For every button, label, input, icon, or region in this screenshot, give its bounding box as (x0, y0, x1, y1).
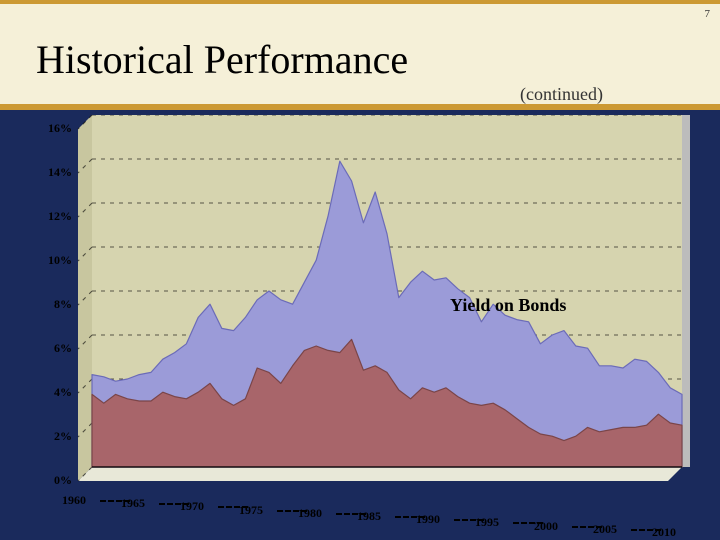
x-axis-tick-label: 2005 (593, 522, 617, 537)
y-axis-tick-label: 8% (42, 297, 72, 312)
x-axis-tick-label: 1990 (416, 512, 440, 527)
x-axis-tick-label: 2000 (534, 519, 558, 534)
x-axis-tick-label: 1985 (357, 509, 381, 524)
y-axis-tick-label: 2% (42, 429, 72, 444)
slide-header: 7 Historical Performance (continued) (0, 0, 720, 110)
page-title: Historical Performance (36, 36, 408, 83)
page-subtitle: (continued) (520, 84, 603, 105)
x-axis-tick-label: 1975 (239, 503, 263, 518)
y-axis-tick-label: 10% (42, 253, 72, 268)
historical-performance-chart: 0%2%4%6%8%10%12%14%16%Yield on BondsYiel… (48, 115, 703, 525)
page-number: 7 (705, 8, 711, 20)
x-axis-tick-label: 1960 (62, 493, 86, 508)
y-axis-tick-label: 6% (42, 341, 72, 356)
x-axis-tick-label: 2010 (652, 525, 676, 540)
chart-canvas (48, 115, 703, 525)
y-axis-tick-label: 12% (42, 209, 72, 224)
y-axis-tick-label: 14% (42, 165, 72, 180)
x-axis-tick-label: 1980 (298, 506, 322, 521)
x-axis-tick-label: 1970 (180, 499, 204, 514)
x-axis-tick-label: 1965 (121, 496, 145, 511)
x-axis-tick-label: 1995 (475, 515, 499, 530)
y-axis-tick-label: 4% (42, 385, 72, 400)
series-label: Yield on Bonds (450, 295, 566, 316)
y-axis-tick-label: 0% (42, 473, 72, 488)
y-axis-tick-label: 16% (42, 121, 72, 136)
